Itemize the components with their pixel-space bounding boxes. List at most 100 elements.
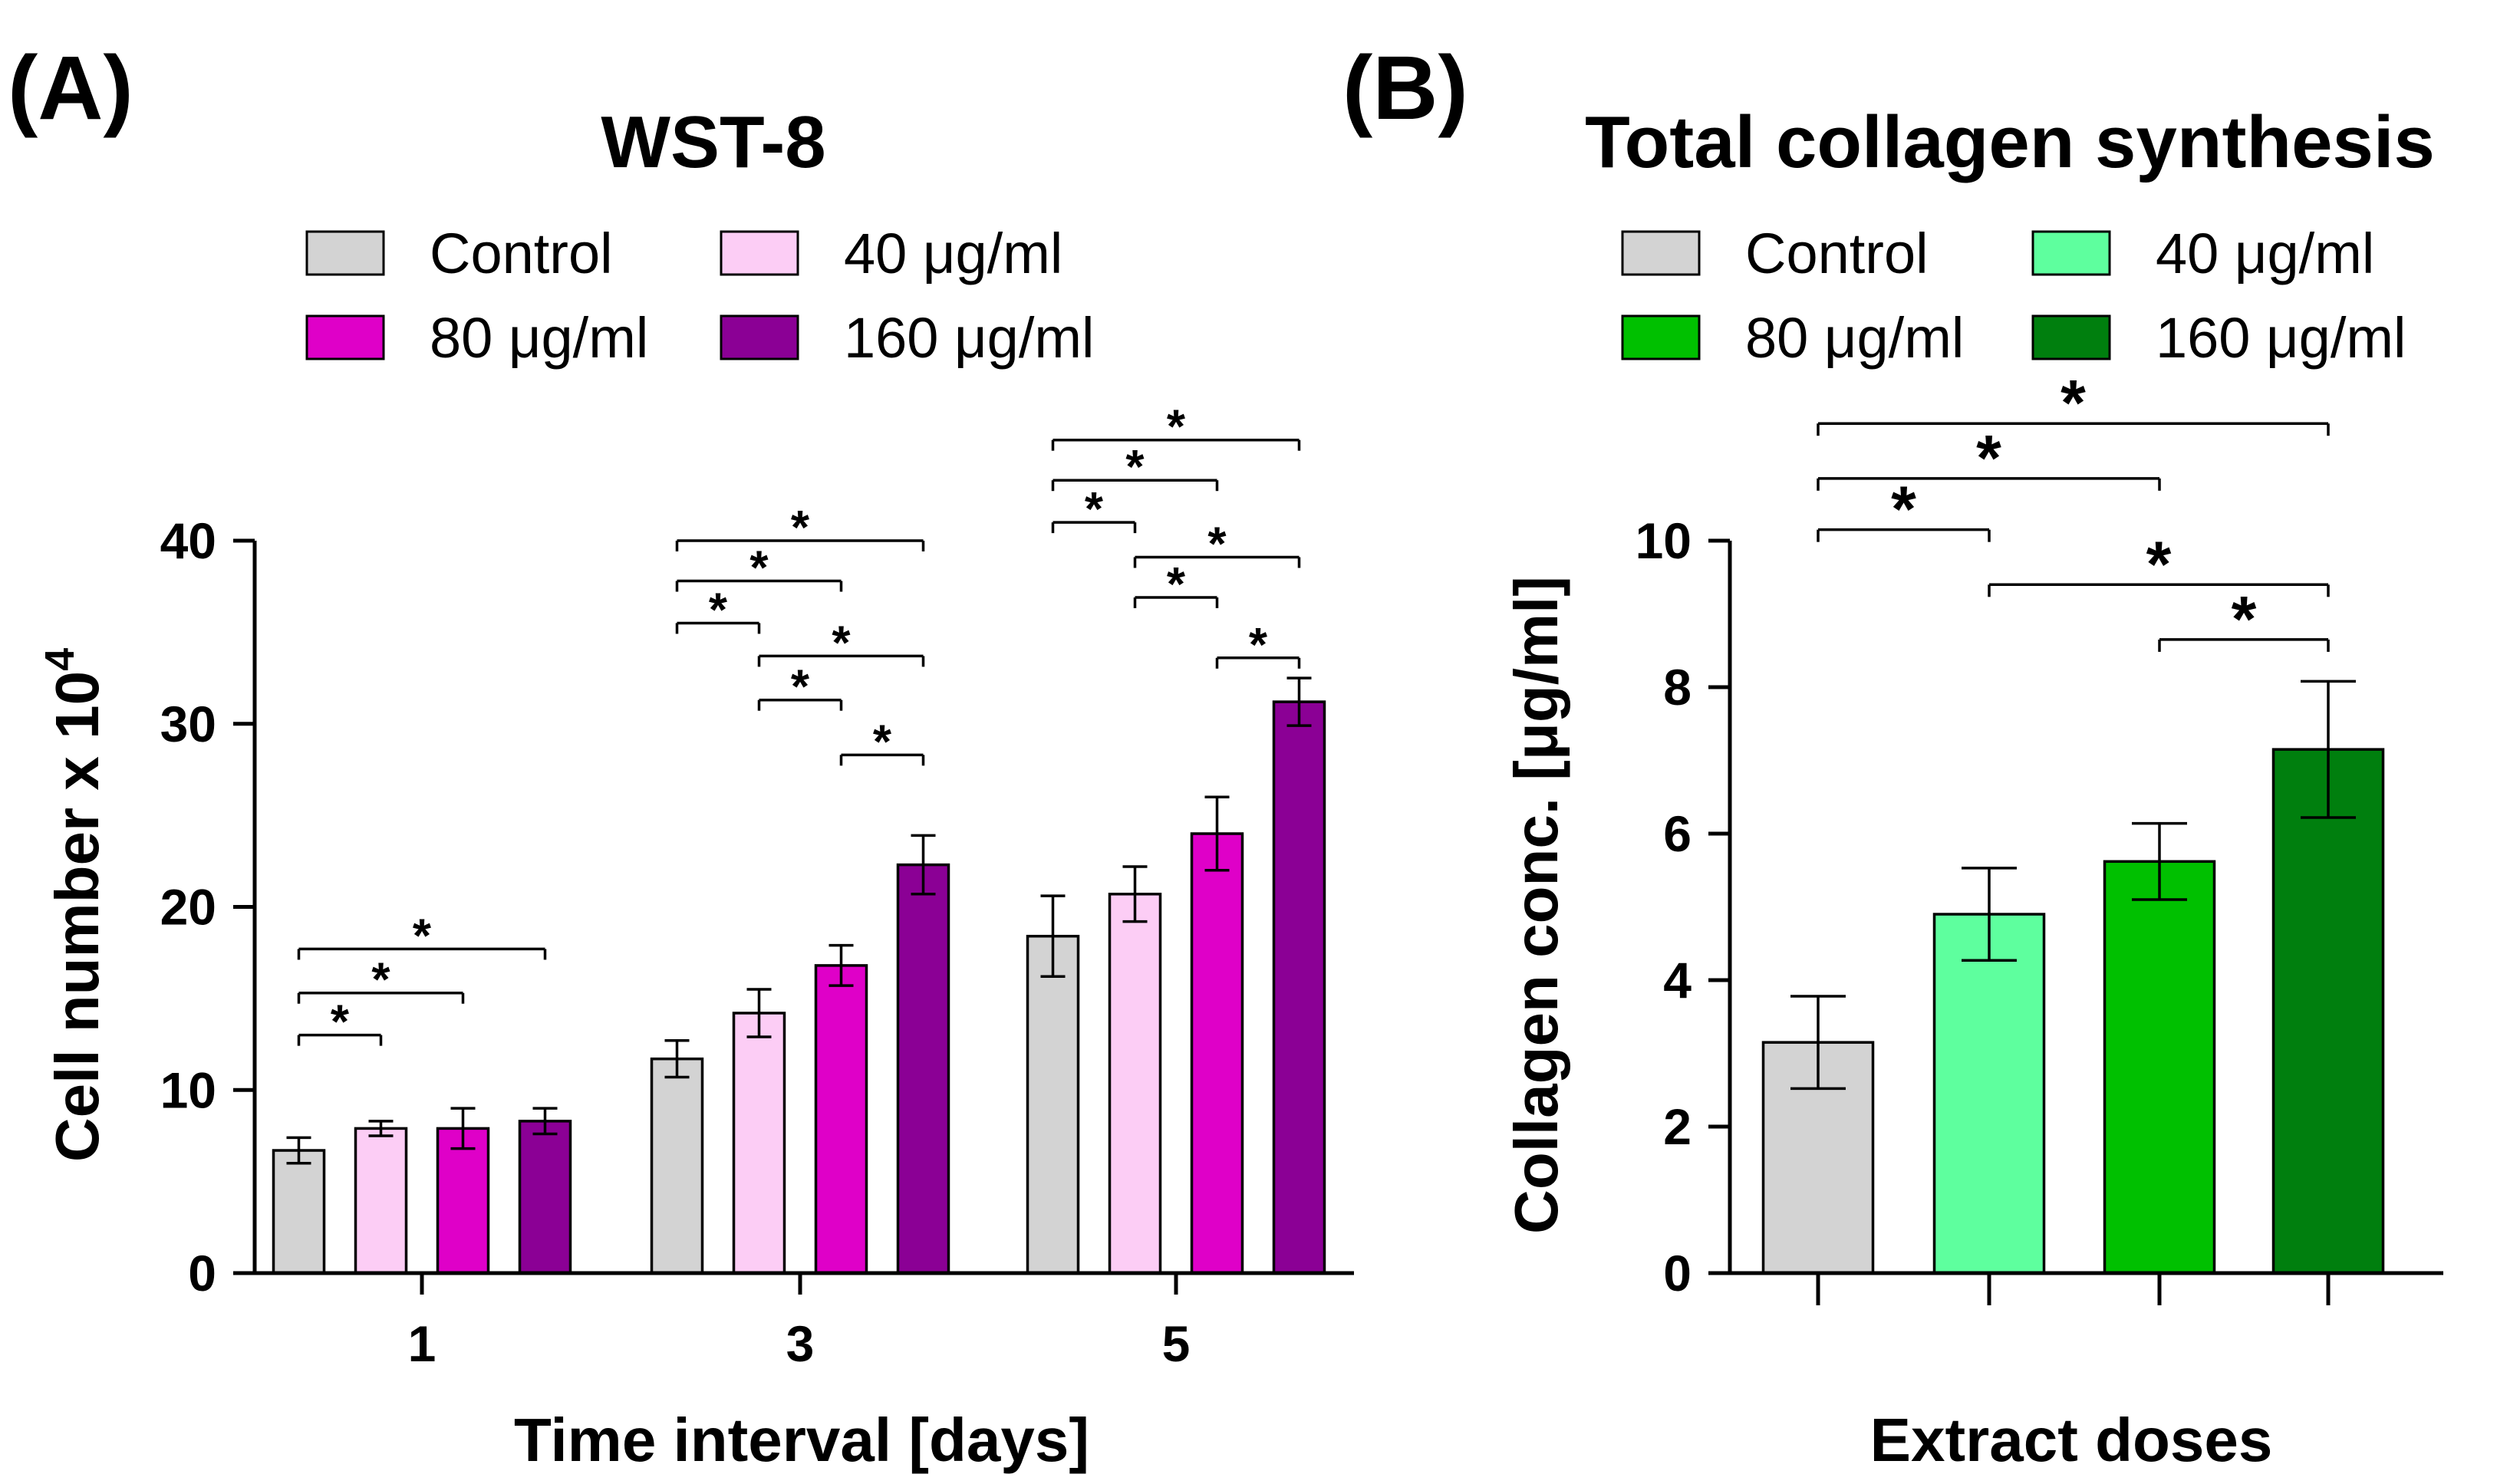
bar-day5-160-g-ml — [1272, 700, 1326, 1275]
bar-day3-40-g-ml — [732, 1012, 786, 1275]
y-tick-label-b-6: 6 — [1663, 805, 1692, 862]
chart-b-y-axis-title: Collagen conc. [μg/ml] — [1502, 576, 1570, 1234]
bar-day3-160-g-ml — [896, 863, 950, 1275]
bar-40-g-ml — [1932, 913, 2046, 1275]
significance-bracket-a-5: * — [675, 502, 925, 554]
bar-day1-160-g-ml — [518, 1120, 572, 1275]
legend-b-swatch-80-g-ml — [1621, 314, 1701, 360]
significance-star: * — [709, 584, 728, 637]
significance-bracket-a-11: * — [1051, 401, 1301, 454]
y-tick-label-0: 0 — [188, 1245, 216, 1301]
significance-bracket-a-10: * — [1051, 441, 1219, 494]
significance-star: * — [791, 661, 810, 714]
legend-b-label-40-g-ml: 40 μg/ml — [2156, 222, 2374, 285]
chart-a-plot: Control 40 μg/ml 80 μg/ml 160 μg/ml 0 10 20 30 4… — [160, 222, 1354, 1372]
significance-star: * — [873, 716, 892, 768]
significance-star: * — [1125, 441, 1145, 494]
x-tick-label-3: 3 — [786, 1315, 815, 1372]
error-bar-day5-160-g-ml — [1286, 676, 1312, 727]
bar-day1-control — [272, 1149, 326, 1275]
significance-bracket-b-3: * — [1988, 528, 2330, 600]
legend-label-160-g-ml: 160 μg/ml — [844, 306, 1094, 370]
error-bar-day5-control — [1040, 894, 1066, 978]
error-bar-control — [1790, 995, 1846, 1091]
significance-bracket-a-14: * — [1215, 619, 1301, 672]
error-bar-40-g-ml — [1962, 867, 2017, 962]
significance-star: * — [413, 910, 432, 962]
y-tick-label-30: 30 — [160, 696, 216, 752]
significance-bracket-a-7: * — [757, 617, 925, 670]
bar-day5-80-g-ml — [1190, 832, 1244, 1275]
significance-star: * — [2232, 583, 2257, 655]
chart-a-y-axis-title-main: Cell number x 10 — [43, 671, 111, 1162]
legend-b-label-control: Control — [1745, 222, 1929, 285]
legend-b-label-160-g-ml: 160 μg/ml — [2156, 306, 2406, 370]
x-tick-label-5: 5 — [1162, 1315, 1191, 1372]
panel-a-label: (A) — [8, 38, 133, 139]
error-bar-160-g-ml — [2301, 679, 2356, 819]
significance-star: * — [2146, 528, 2172, 600]
bar-160-g-ml — [2271, 748, 2385, 1275]
legend-swatch-control — [305, 230, 385, 276]
significance-star: * — [749, 542, 769, 595]
significance-bracket-a-6: * — [757, 661, 843, 714]
significance-star: * — [1891, 473, 1916, 545]
error-bar-day1-40-g-ml — [368, 1120, 394, 1137]
bar-day1-80-g-ml — [436, 1127, 490, 1275]
significance-bracket-a-1: * — [297, 954, 465, 1007]
y-tick-label-10: 10 — [160, 1061, 216, 1118]
legend-label-80-g-ml: 80 μg/ml — [430, 306, 648, 370]
chart-b-title: Total collagen synthesis — [1585, 101, 2435, 183]
significance-star: * — [1207, 518, 1227, 571]
chart-a-y-axis-title-exponent: 4 — [37, 648, 83, 671]
chart-a-x-axis-title: Time interval [days] — [514, 1406, 1089, 1474]
x-tick-label-1: 1 — [408, 1315, 436, 1372]
bar-day3-80-g-ml — [814, 964, 868, 1275]
legend-b-label-80-g-ml: 80 μg/ml — [1745, 306, 1964, 370]
legend-swatch-40-g-ml — [720, 230, 799, 276]
legend-label-control: Control — [430, 222, 613, 285]
significance-bracket-a-3: * — [675, 584, 761, 637]
significance-bracket-b-2: * — [1817, 367, 2330, 439]
significance-star: * — [2061, 367, 2086, 439]
error-bar-day3-control — [664, 1039, 690, 1079]
significance-bracket-a-8: * — [839, 716, 925, 768]
y-tick-label-b-8: 8 — [1663, 659, 1692, 716]
chart-b-plot: Control 40 μg/ml 80 μg/ml 160 μg/ml 0 2 4 6 8 10 *… — [1621, 222, 2443, 1305]
y-tick-label-b-10: 10 — [1636, 512, 1692, 569]
error-bar-day3-40-g-ml — [746, 988, 772, 1038]
error-bar-day1-80-g-ml — [450, 1107, 476, 1150]
error-bar-day1-control — [286, 1136, 311, 1165]
significance-bracket-a-13: * — [1133, 518, 1301, 571]
legend-b-swatch-160-g-ml — [2031, 314, 2111, 360]
significance-star: * — [1249, 619, 1268, 672]
significance-star: * — [331, 996, 350, 1049]
chart-a-title: WST-8 — [601, 101, 825, 183]
bar-day5-control — [1026, 934, 1080, 1275]
y-tick-label-40: 40 — [160, 512, 216, 569]
legend-b-swatch-control — [1621, 230, 1701, 276]
error-bar-day1-160-g-ml — [532, 1107, 558, 1136]
y-tick-label-b-0: 0 — [1663, 1245, 1692, 1301]
significance-bracket-a-9: * — [1051, 483, 1137, 536]
significance-star: * — [1167, 401, 1186, 454]
significance-bracket-a-2: * — [297, 910, 547, 962]
significance-bracket-b-1: * — [1817, 422, 2161, 494]
y-tick-label-b-2: 2 — [1663, 1098, 1692, 1155]
error-bar-80-g-ml — [2132, 821, 2187, 901]
significance-bracket-a-12: * — [1133, 558, 1219, 611]
chart-a-y-axis-title: Cell number x 104 — [37, 648, 111, 1162]
significance-bracket-b-4: * — [2158, 583, 2330, 655]
bar-day3-control — [650, 1057, 704, 1275]
significance-bracket-b-0: * — [1817, 473, 1991, 545]
significance-star: * — [832, 617, 851, 670]
significance-bracket-a-4: * — [675, 542, 843, 595]
significance-star: * — [371, 954, 390, 1007]
error-bar-day5-40-g-ml — [1122, 865, 1148, 923]
chart-b-x-axis-title: Extract doses — [1870, 1406, 2273, 1474]
significance-star: * — [1976, 422, 2001, 494]
error-bar-day3-80-g-ml — [828, 943, 854, 987]
panel-b-label: (B) — [1342, 38, 1468, 139]
bar-80-g-ml — [2103, 860, 2216, 1275]
